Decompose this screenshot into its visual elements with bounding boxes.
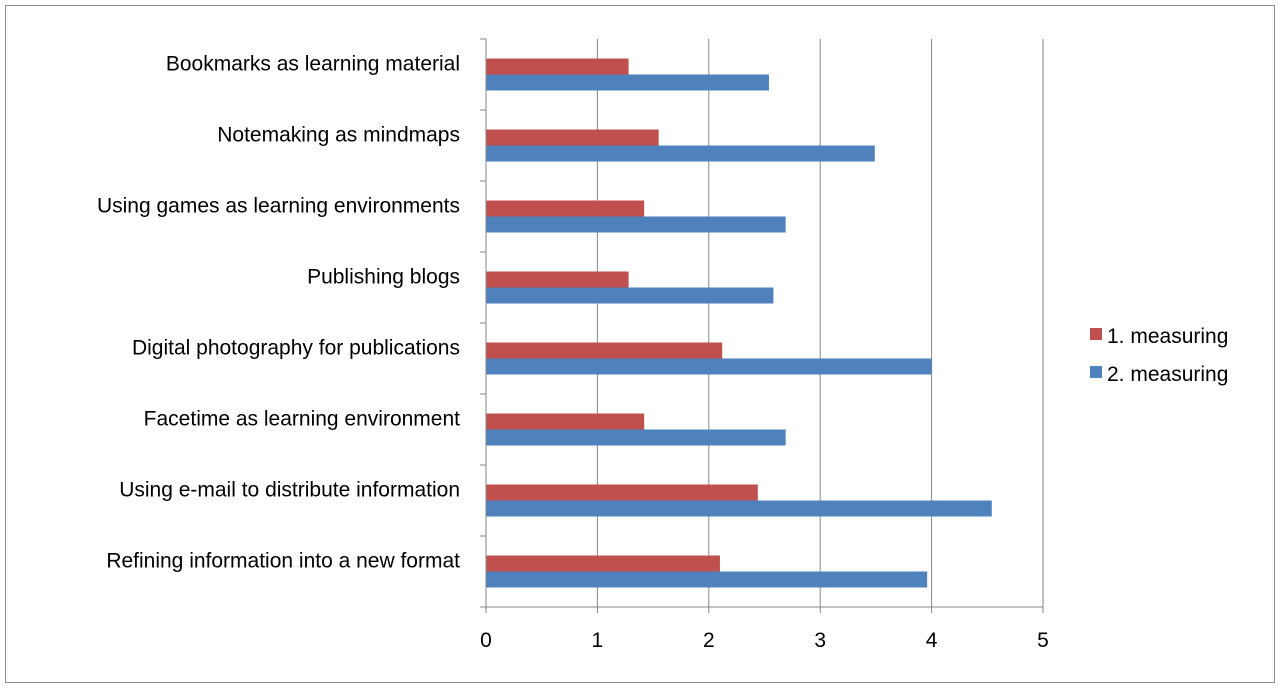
bar-measuring-1 xyxy=(486,343,722,359)
bar-measuring-1 xyxy=(486,272,629,288)
x-tick-label: 3 xyxy=(814,629,826,652)
axes xyxy=(480,39,1043,613)
bars xyxy=(486,59,992,588)
bar-measuring-2 xyxy=(486,501,992,517)
bar-measuring-1 xyxy=(486,59,629,75)
category-label: Using e-mail to distribute information xyxy=(119,479,460,502)
legend-swatch xyxy=(1090,328,1102,340)
bar-measuring-1 xyxy=(486,201,644,217)
category-labels: Bookmarks as learning material Notemaking… xyxy=(97,53,460,573)
bar-measuring-1 xyxy=(486,130,659,146)
category-label: Notemaking as mindmaps xyxy=(217,124,460,147)
category-label: Publishing blogs xyxy=(307,266,460,289)
legend-swatch xyxy=(1090,366,1102,378)
x-tick-label: 2 xyxy=(703,629,715,652)
bar-measuring-2 xyxy=(486,572,927,588)
bar-measuring-2 xyxy=(486,288,773,304)
legend-label: 1. measuring xyxy=(1107,325,1228,348)
bar-measuring-1 xyxy=(486,485,758,501)
bar-measuring-2 xyxy=(486,75,769,91)
tick-labels: 0 1 2 3 4 5 xyxy=(480,629,1049,652)
x-tick-label: 5 xyxy=(1037,629,1049,652)
bar-measuring-1 xyxy=(486,556,720,572)
chart-frame: Bookmarks as learning material Notemaking… xyxy=(5,5,1275,683)
category-label: Refining information into a new format xyxy=(106,550,460,573)
x-tick-label: 1 xyxy=(592,629,604,652)
bar-measuring-1 xyxy=(486,414,644,430)
category-label: Using games as learning environments xyxy=(97,195,460,218)
legend: 1. measuring 2. measuring xyxy=(1090,325,1228,386)
category-label: Digital photography for publications xyxy=(132,337,460,360)
legend-label: 2. measuring xyxy=(1107,363,1228,386)
bar-measuring-2 xyxy=(486,359,932,375)
x-tick-label: 4 xyxy=(926,629,938,652)
gridlines xyxy=(597,39,1043,607)
bar-chart: Bookmarks as learning material Notemaking… xyxy=(6,6,1276,684)
bar-measuring-2 xyxy=(486,430,786,446)
category-label: Bookmarks as learning material xyxy=(166,53,460,76)
bar-measuring-2 xyxy=(486,146,875,162)
x-tick-label: 0 xyxy=(480,629,492,652)
bar-measuring-2 xyxy=(486,217,786,233)
category-label: Facetime as learning environment xyxy=(144,408,460,431)
